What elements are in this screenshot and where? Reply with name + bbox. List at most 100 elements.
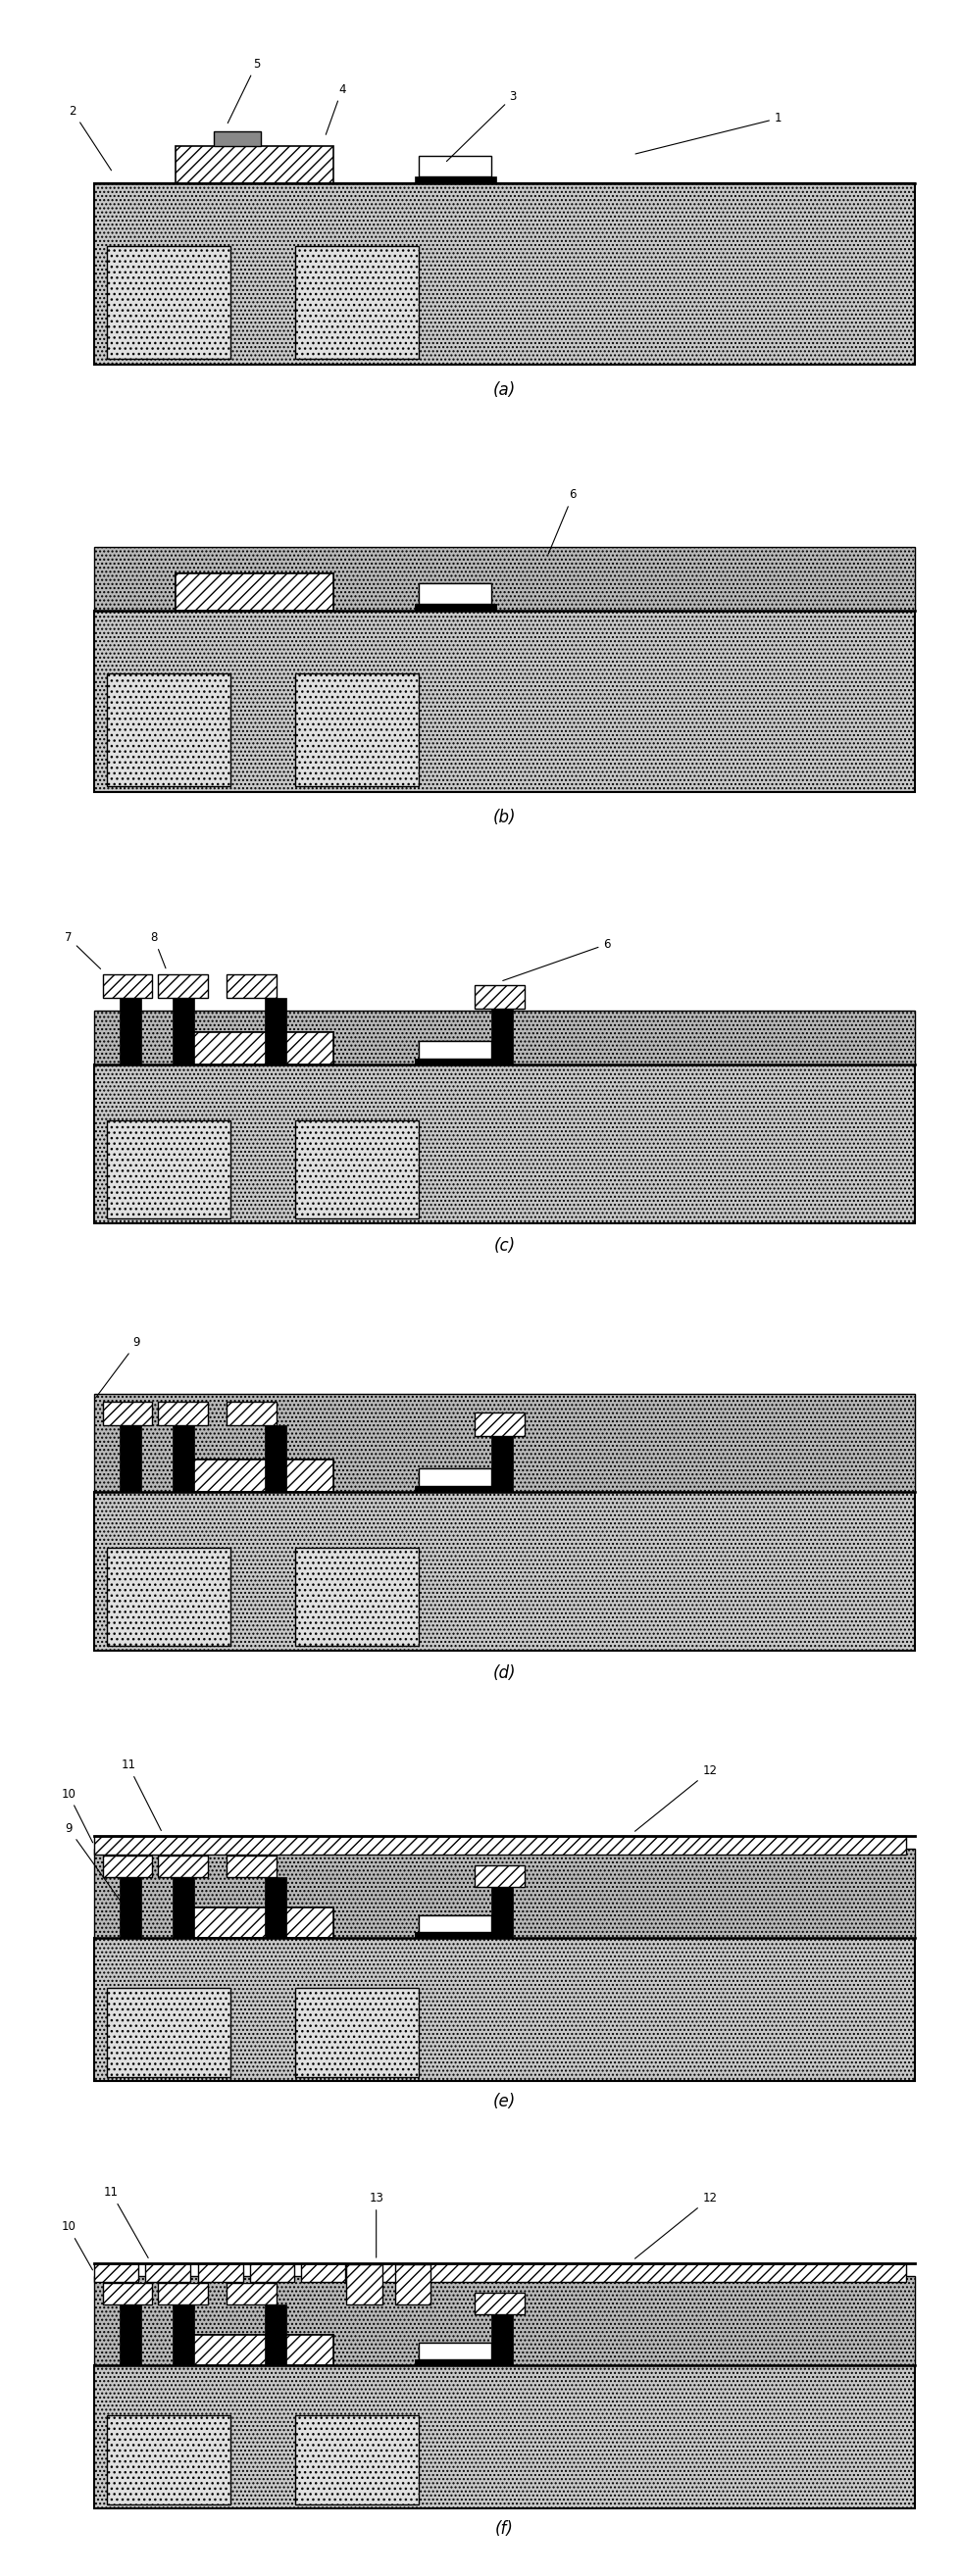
Bar — [175, 572, 333, 611]
Text: 7: 7 — [64, 933, 101, 969]
Bar — [295, 2414, 419, 2504]
Bar — [419, 1468, 492, 1486]
Bar — [265, 997, 286, 1064]
Text: (c): (c) — [494, 1236, 515, 1255]
Text: 12: 12 — [635, 2192, 717, 2259]
Bar — [94, 183, 915, 366]
Bar — [175, 2334, 333, 2365]
Bar — [295, 1121, 419, 1218]
Bar — [175, 1909, 333, 1937]
Bar — [173, 997, 194, 1064]
Bar — [295, 675, 419, 786]
Bar — [227, 1855, 276, 1878]
Bar — [175, 1458, 333, 1492]
Bar — [94, 546, 915, 611]
Text: 10: 10 — [62, 1788, 93, 1842]
Bar — [159, 2282, 208, 2306]
Bar — [346, 2264, 382, 2306]
Bar — [159, 974, 208, 997]
Text: 6: 6 — [549, 489, 577, 554]
Bar — [173, 1425, 194, 1492]
Bar — [492, 1437, 513, 1492]
Bar — [103, 974, 152, 997]
Bar — [107, 1121, 231, 1218]
Bar — [419, 582, 492, 603]
Bar — [492, 2313, 513, 2365]
Bar — [119, 1878, 141, 1937]
Bar — [250, 2264, 294, 2282]
Text: 4: 4 — [326, 82, 346, 134]
Bar — [94, 1937, 915, 2081]
Bar — [119, 2306, 141, 2365]
Bar — [265, 1878, 286, 1937]
Bar — [227, 1401, 276, 1425]
Text: 5: 5 — [228, 57, 260, 124]
Text: 13: 13 — [369, 2192, 383, 2257]
Bar — [395, 2264, 431, 2306]
Bar — [107, 247, 231, 358]
Bar — [94, 611, 915, 791]
Text: 1: 1 — [635, 111, 782, 155]
Bar — [94, 2264, 138, 2282]
Text: 10: 10 — [62, 2221, 92, 2269]
Bar — [415, 603, 496, 611]
Bar — [492, 1888, 513, 1937]
Bar — [419, 2344, 492, 2360]
Bar — [94, 1850, 915, 1937]
Bar — [419, 1041, 492, 1059]
Bar — [355, 2264, 400, 2282]
Text: 8: 8 — [150, 933, 165, 969]
Bar — [419, 157, 492, 175]
Bar — [175, 1033, 333, 1064]
Bar — [265, 2306, 286, 2365]
Bar — [119, 997, 141, 1064]
Bar — [173, 2306, 194, 2365]
Bar — [415, 2360, 496, 2365]
Bar — [475, 2293, 524, 2313]
Bar — [107, 1989, 231, 2076]
Bar — [159, 1855, 208, 1878]
Bar — [419, 1917, 492, 1932]
Bar — [415, 1932, 496, 1937]
Bar — [227, 2282, 276, 2306]
Bar — [175, 1458, 333, 1492]
Bar — [415, 1932, 496, 1937]
Bar — [415, 1059, 496, 1064]
Bar — [415, 1059, 496, 1064]
Bar — [103, 2282, 152, 2306]
Bar — [175, 1909, 333, 1937]
Bar — [103, 1401, 152, 1425]
Bar — [175, 572, 333, 611]
Bar — [295, 1989, 419, 2076]
Text: (a): (a) — [493, 381, 516, 399]
Bar — [415, 2360, 496, 2365]
Text: 9: 9 — [64, 1821, 122, 1904]
Text: 3: 3 — [447, 90, 517, 162]
Bar — [94, 1010, 915, 1064]
Bar — [94, 1492, 915, 1651]
Bar — [94, 1394, 915, 1492]
Bar — [265, 1425, 286, 1492]
Text: 12: 12 — [635, 1765, 717, 1832]
Bar — [301, 2264, 345, 2282]
Bar — [175, 2334, 333, 2365]
Bar — [94, 2275, 915, 2365]
Bar — [107, 2414, 231, 2504]
Bar — [175, 147, 333, 183]
Bar — [94, 1837, 906, 1855]
Bar — [227, 974, 276, 997]
Bar — [175, 1033, 333, 1064]
Bar — [103, 1855, 152, 1878]
Bar — [94, 2365, 915, 2509]
Bar — [213, 131, 260, 147]
Bar — [419, 1041, 492, 1059]
Bar — [419, 2344, 492, 2360]
Bar — [295, 247, 419, 358]
Bar — [415, 603, 496, 611]
Bar — [107, 1548, 231, 1646]
Bar — [198, 2264, 243, 2282]
Bar — [415, 1486, 496, 1492]
Bar — [402, 2264, 906, 2282]
Text: 9: 9 — [95, 1337, 140, 1399]
Bar — [419, 1917, 492, 1932]
